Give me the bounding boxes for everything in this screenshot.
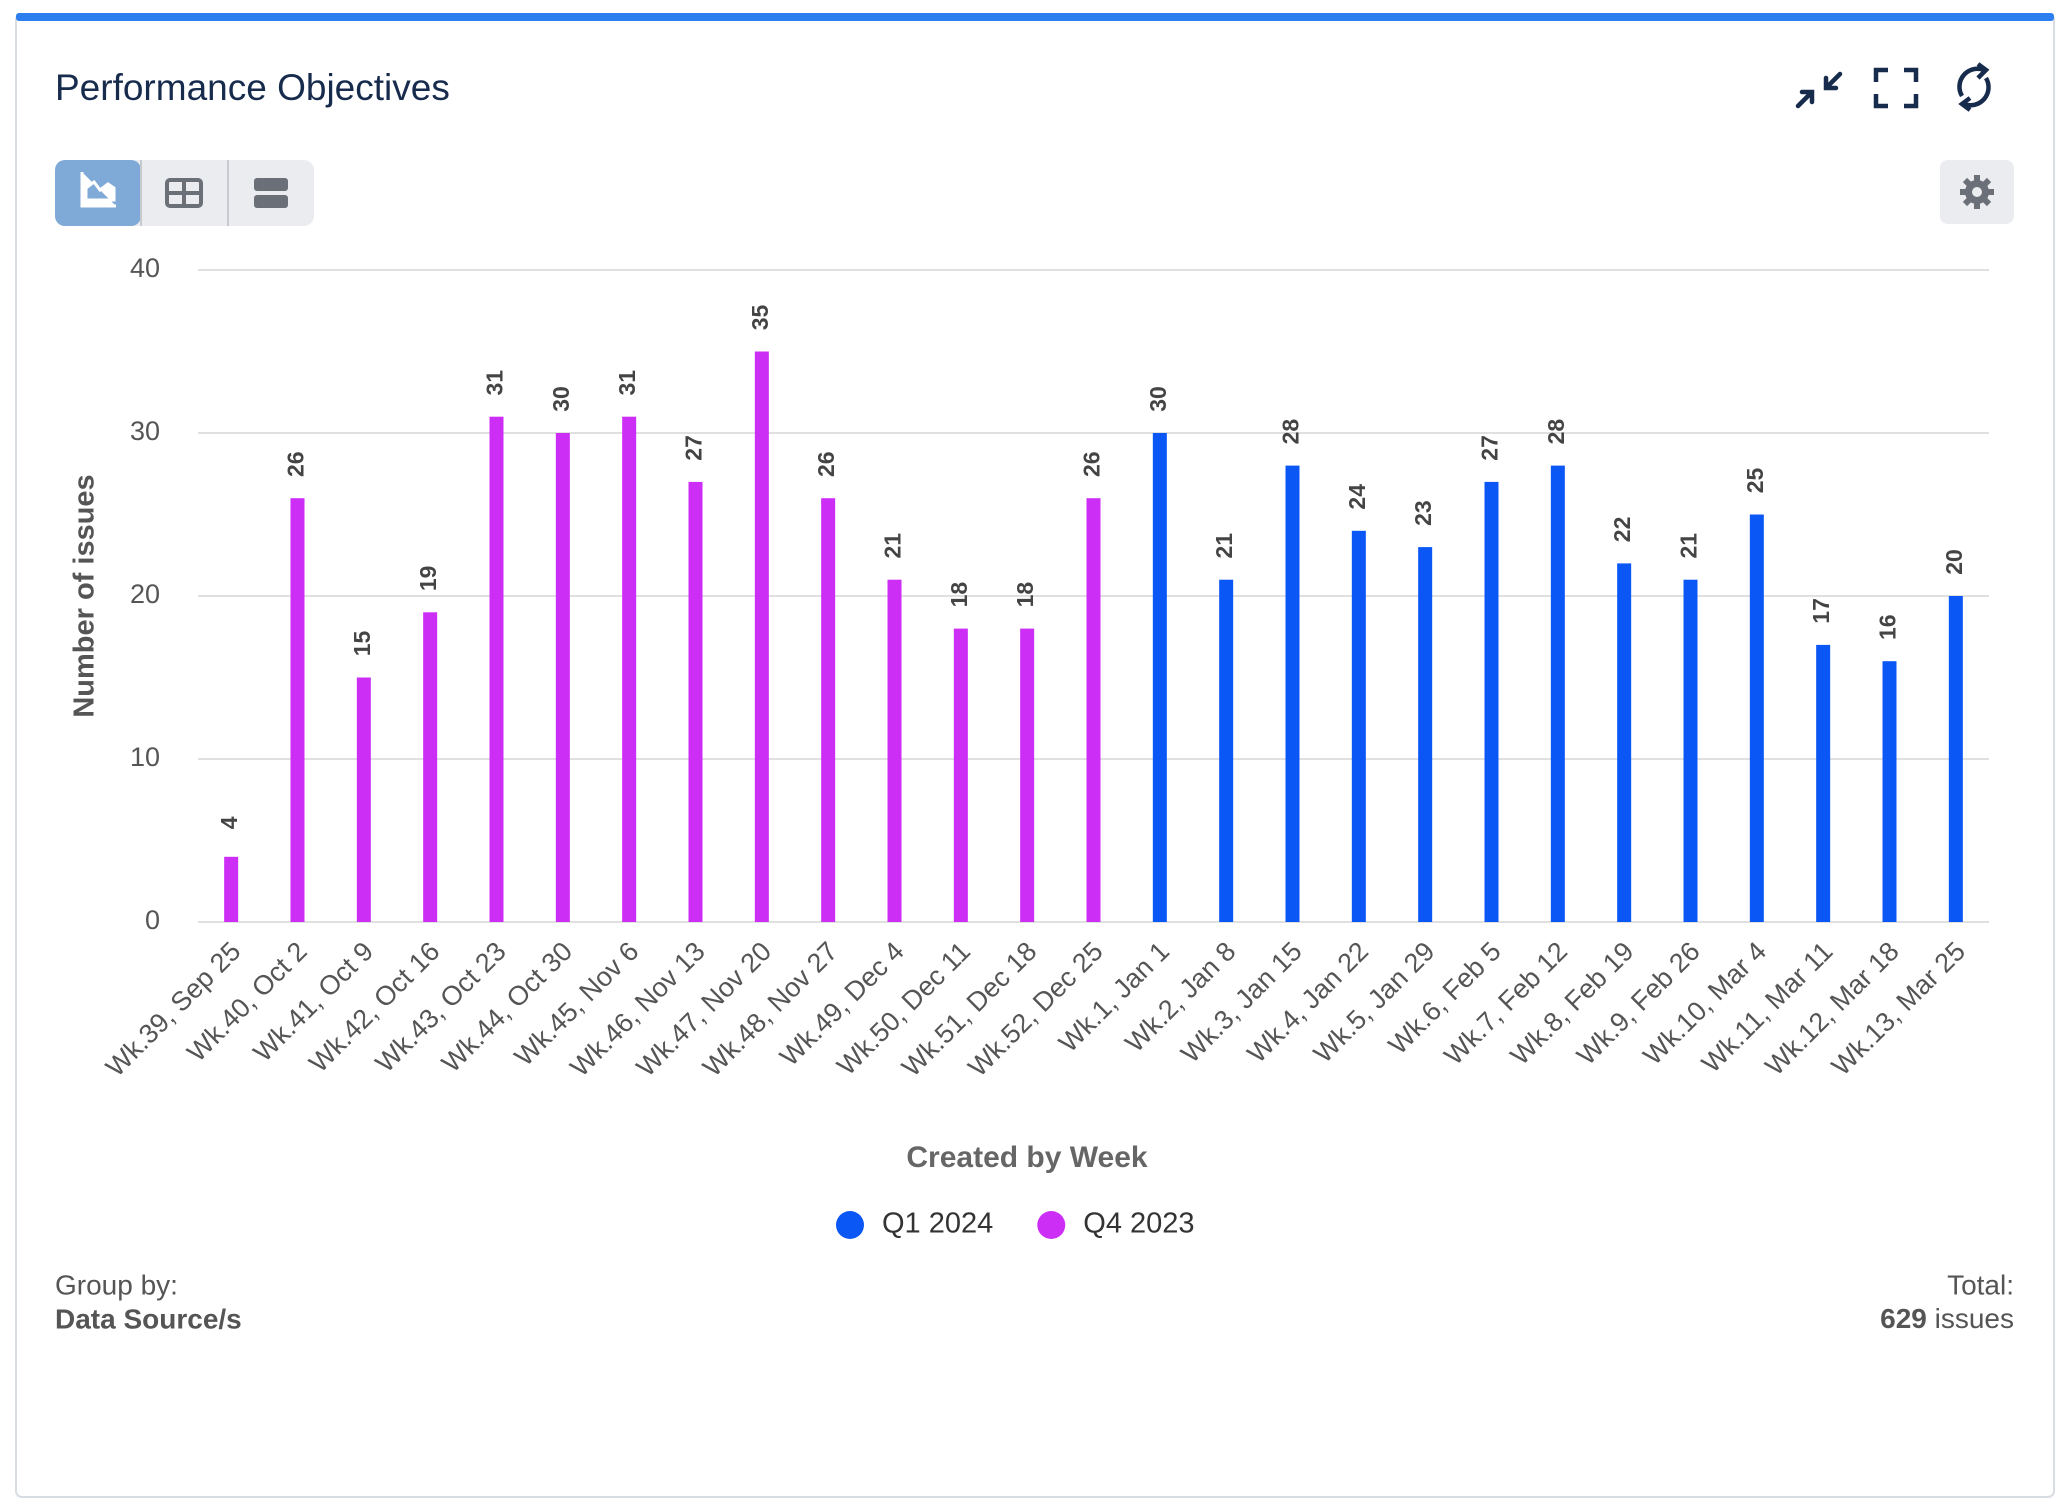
card (15, 13, 2055, 1498)
collapse-button[interactable] (1795, 71, 1843, 109)
total-label: Total: (1947, 1269, 2014, 1300)
bar (1086, 498, 1101, 922)
table-view-button[interactable] (165, 178, 203, 208)
y-tick-label: 30 (130, 416, 160, 446)
chart-view-button[interactable] (55, 160, 141, 226)
total-unit: issues (1935, 1303, 2014, 1334)
x-axis-title: Created by Week (906, 1141, 1148, 1174)
value-label: 28 (1278, 419, 1304, 445)
list-view-button[interactable] (254, 178, 288, 208)
bar (1816, 644, 1831, 922)
value-label: 19 (415, 566, 441, 592)
value-label: 26 (813, 451, 839, 477)
bar (1683, 579, 1698, 922)
bar (1418, 547, 1433, 922)
group-by-value: Data Source/s (55, 1303, 242, 1334)
value-label: 31 (614, 370, 640, 396)
bar (224, 856, 239, 922)
bar (489, 416, 504, 922)
bar (1617, 563, 1632, 922)
value-label: 22 (1609, 517, 1635, 543)
bar (423, 612, 438, 922)
legend-label: Q4 2023 (1083, 1208, 1194, 1240)
bar (1484, 481, 1499, 922)
bar (1219, 579, 1234, 922)
bar (356, 677, 371, 922)
value-label: 18 (1012, 582, 1038, 608)
bar (290, 498, 305, 922)
refresh-button[interactable] (1957, 62, 1991, 112)
y-axis-title: Number of issues (69, 474, 101, 717)
legend-marker (1037, 1211, 1066, 1239)
value-label: 21 (1676, 533, 1702, 559)
y-tick-label: 0 (145, 905, 160, 935)
legend-label: Q1 2024 (882, 1208, 993, 1240)
y-tick-label: 20 (130, 579, 160, 609)
bar (1020, 628, 1035, 922)
total: 629 issues (1880, 1303, 2014, 1334)
value-label: 18 (946, 582, 972, 608)
bar (1351, 530, 1366, 922)
widget-title: Performance Objectives (55, 67, 450, 108)
value-label: 35 (747, 305, 773, 331)
value-label: 24 (1344, 484, 1370, 510)
y-tick-label: 40 (130, 253, 160, 283)
bar (1285, 465, 1300, 922)
value-label: 21 (1211, 533, 1237, 559)
bar (1152, 433, 1167, 922)
fullscreen-button[interactable] (1873, 67, 1919, 109)
value-label: 30 (548, 386, 574, 412)
settings-icon (1960, 175, 1994, 209)
value-label: 26 (1079, 451, 1105, 477)
value-label: 15 (349, 631, 375, 657)
legend-marker (836, 1211, 864, 1239)
value-label: 17 (1808, 598, 1834, 624)
bar (622, 416, 637, 922)
bar (688, 481, 703, 922)
group-by-label: Group by: (55, 1269, 178, 1300)
value-label: 4 (216, 816, 242, 829)
bar (821, 498, 836, 922)
value-label: 20 (1941, 549, 1967, 575)
value-label: 23 (1410, 500, 1436, 526)
chart-icon (80, 172, 116, 208)
total-value: 629 (1880, 1303, 1927, 1334)
value-label: 31 (482, 370, 508, 396)
card-top-bar (16, 13, 2054, 21)
value-label: 16 (1875, 614, 1901, 640)
bar (555, 433, 570, 922)
value-label: 21 (880, 533, 906, 559)
bar (754, 351, 769, 922)
value-label: 27 (1477, 435, 1503, 461)
value-label: 30 (1145, 386, 1171, 412)
value-label: 28 (1543, 419, 1569, 445)
bar (953, 628, 968, 922)
bar (887, 579, 902, 922)
bar (1550, 465, 1565, 922)
value-label: 26 (283, 451, 309, 477)
bar (1948, 596, 1963, 922)
bar (1882, 661, 1897, 922)
value-label: 25 (1742, 468, 1768, 494)
value-label: 27 (681, 435, 707, 461)
bar (1749, 514, 1764, 922)
y-tick-label: 10 (130, 742, 160, 772)
